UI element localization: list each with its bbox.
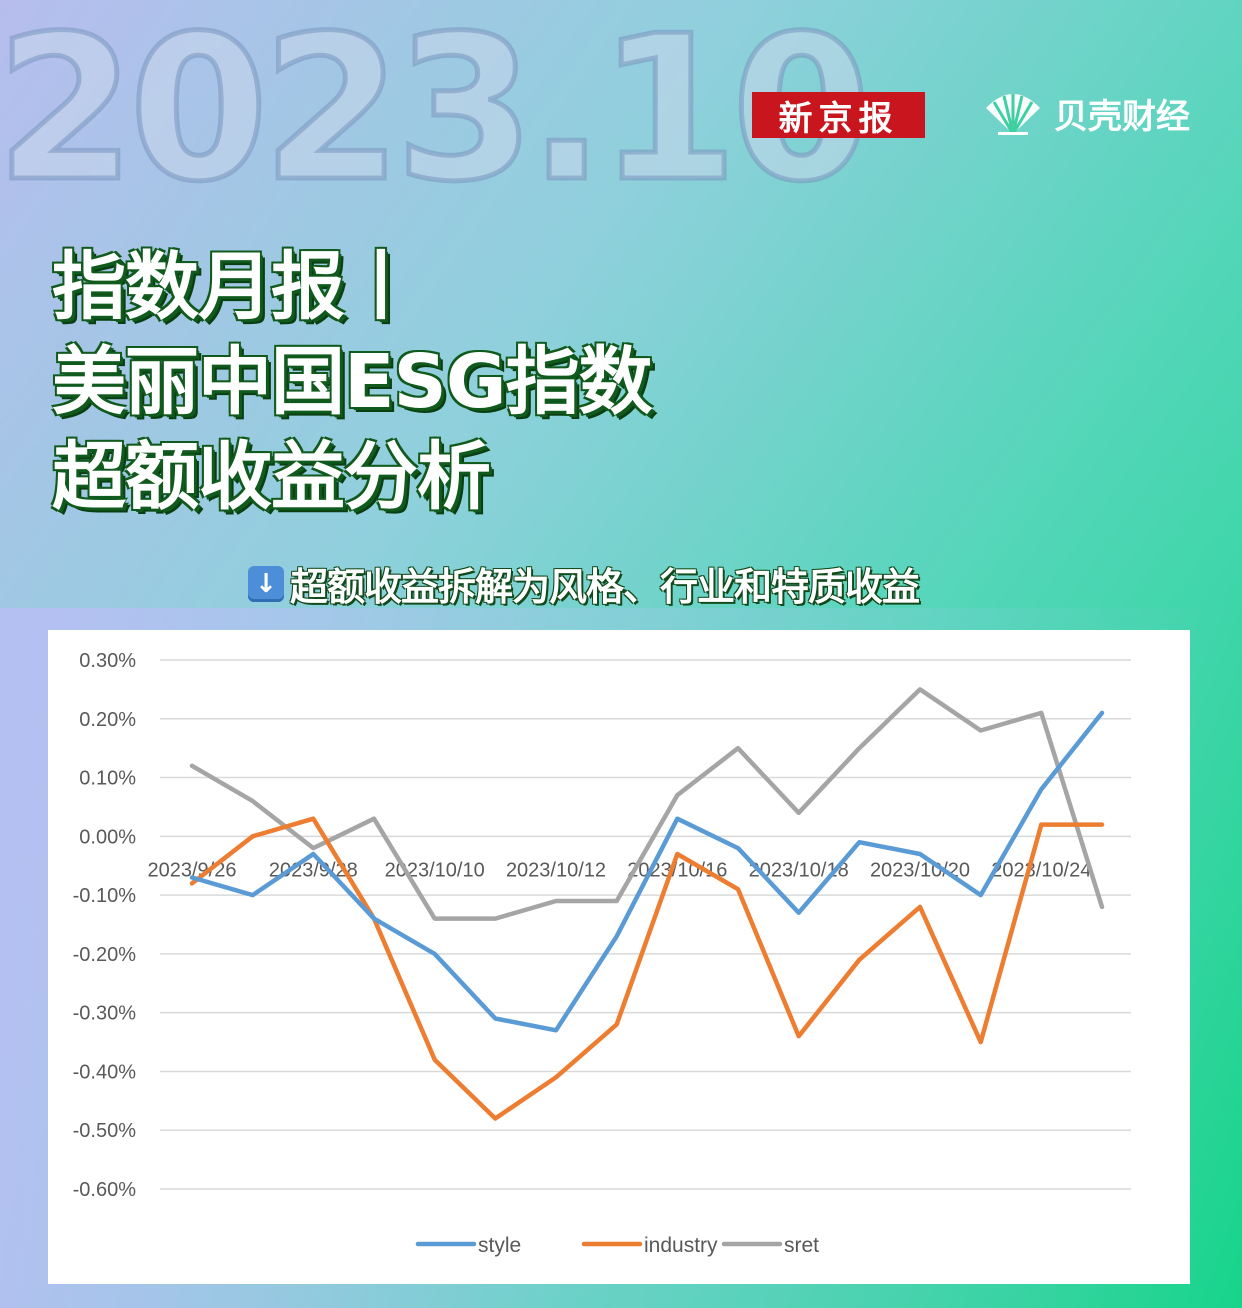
legend-label-style: style <box>478 1234 521 1257</box>
y-tick-label: -0.40% <box>73 1061 137 1083</box>
y-tick-label: -0.30% <box>73 1003 137 1025</box>
x-tick-label: 2023/10/24 <box>991 859 1091 881</box>
xinjingbao-logo: 新京报 <box>752 92 925 139</box>
line-chart: 0.30% 0.20% 0.10% 0.00% -0.10% -0.20% -0.30% -0… <box>73 650 1131 1257</box>
series-line-sret <box>189 687 1105 921</box>
chart-card: 0.30% 0.20% 0.10% 0.00% -0.10% -0.20% -0.30% -0… <box>48 630 1190 1284</box>
y-tick-label: -0.60% <box>73 1179 137 1201</box>
beike-caijing-text: 贝壳财经 <box>1054 96 1190 137</box>
y-tick-label: 0.10% <box>79 768 136 790</box>
y-tick-label: 0.00% <box>79 826 136 848</box>
legend-label-industry: industry <box>644 1234 718 1257</box>
subtitle-text: 超额收益拆解为风格、行业和特质收益 <box>290 565 920 609</box>
x-tick-label: 2023/10/12 <box>506 859 606 881</box>
series-line-style <box>189 710 1105 1033</box>
title-line-2: 美丽中国ESG指数 <box>52 339 653 425</box>
y-tick-label: 0.30% <box>79 650 136 672</box>
beike-caijing-logo: 贝壳财经 <box>980 88 1190 138</box>
y-tick-label: -0.10% <box>73 885 137 907</box>
x-tick-label: 2023/10/16 <box>627 859 727 881</box>
x-tick-label: 2023/10/18 <box>749 859 849 881</box>
y-tick-label: -0.50% <box>73 1120 137 1142</box>
series-line-industry <box>189 816 1105 1121</box>
y-tick-label: -0.20% <box>73 944 137 966</box>
shell-icon <box>986 94 1040 135</box>
legend-label-sret: sret <box>784 1234 819 1257</box>
down-arrow-icon: ↓ <box>248 565 284 602</box>
subtitle: ↓ 超额收益拆解为风格、行业和特质收益 <box>248 556 920 611</box>
title-line-1: 指数月报丨 <box>52 244 418 330</box>
y-tick-label: 0.20% <box>79 709 136 731</box>
title-line-3: 超额收益分析 <box>52 434 491 520</box>
year-watermark: 2023.10 <box>0 0 873 226</box>
x-tick-label: 2023/10/20 <box>870 859 970 881</box>
